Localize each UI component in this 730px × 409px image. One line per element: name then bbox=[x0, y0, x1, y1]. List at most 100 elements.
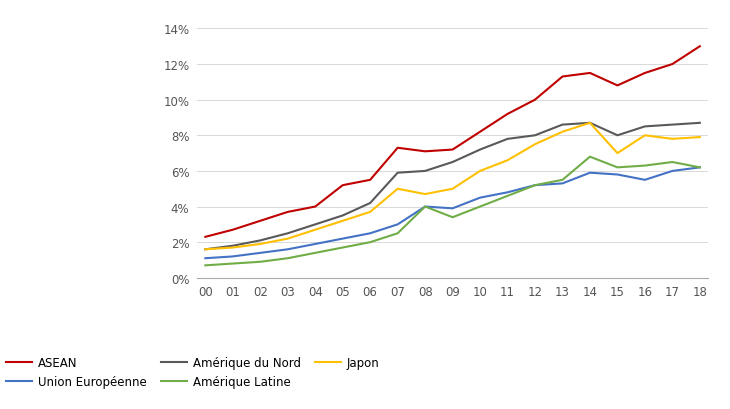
ASEAN bbox=[503, 112, 512, 117]
Amérique du Nord bbox=[283, 231, 292, 236]
Union Européenne bbox=[531, 183, 539, 188]
Amérique du Nord bbox=[640, 125, 649, 130]
Japon bbox=[476, 169, 485, 174]
Amérique Latine bbox=[640, 164, 649, 169]
Japon bbox=[311, 228, 320, 233]
ASEAN bbox=[283, 210, 292, 215]
ASEAN bbox=[668, 63, 677, 67]
Union Européenne bbox=[366, 231, 374, 236]
Line: Union Européenne: Union Européenne bbox=[205, 168, 700, 258]
Union Européenne bbox=[283, 247, 292, 252]
Amérique Latine bbox=[393, 231, 402, 236]
ASEAN bbox=[476, 130, 485, 135]
Union Européenne bbox=[228, 254, 237, 259]
Amérique du Nord bbox=[585, 121, 594, 126]
Japon bbox=[668, 137, 677, 142]
ASEAN bbox=[228, 228, 237, 233]
Amérique du Nord bbox=[420, 169, 429, 174]
ASEAN bbox=[448, 148, 457, 153]
Line: Amérique du Nord: Amérique du Nord bbox=[205, 124, 700, 249]
Union Européenne bbox=[476, 196, 485, 200]
Union Européenne bbox=[585, 171, 594, 176]
Union Européenne bbox=[311, 242, 320, 247]
Amérique du Nord bbox=[311, 222, 320, 227]
ASEAN bbox=[311, 204, 320, 209]
Japon bbox=[283, 236, 292, 241]
Japon bbox=[420, 192, 429, 197]
Amérique du Nord bbox=[448, 160, 457, 165]
ASEAN bbox=[558, 75, 567, 80]
ASEAN bbox=[366, 178, 374, 183]
Amérique Latine bbox=[503, 194, 512, 199]
Amérique Latine bbox=[256, 260, 265, 265]
ASEAN bbox=[420, 150, 429, 155]
Amérique Latine bbox=[668, 160, 677, 165]
Japon bbox=[640, 133, 649, 138]
Japon bbox=[585, 121, 594, 126]
Line: Amérique Latine: Amérique Latine bbox=[205, 157, 700, 266]
Japon bbox=[558, 130, 567, 135]
Amérique Latine bbox=[531, 183, 539, 188]
ASEAN bbox=[640, 71, 649, 76]
Amérique du Nord bbox=[668, 123, 677, 128]
Amérique du Nord bbox=[366, 201, 374, 206]
Japon bbox=[448, 187, 457, 192]
Union Européenne bbox=[696, 166, 704, 171]
Japon bbox=[201, 247, 210, 252]
Japon bbox=[531, 142, 539, 147]
Union Européenne bbox=[338, 236, 347, 241]
Amérique Latine bbox=[228, 261, 237, 266]
Amérique Latine bbox=[613, 166, 622, 171]
Amérique du Nord bbox=[338, 213, 347, 218]
Amérique Latine bbox=[420, 204, 429, 209]
Union Européenne bbox=[503, 190, 512, 195]
Amérique du Nord bbox=[531, 133, 539, 138]
Amérique du Nord bbox=[476, 148, 485, 153]
ASEAN bbox=[696, 45, 704, 49]
Amérique du Nord bbox=[228, 244, 237, 249]
Union Européenne bbox=[668, 169, 677, 174]
Japon bbox=[338, 219, 347, 224]
Amérique du Nord bbox=[696, 121, 704, 126]
Union Européenne bbox=[256, 251, 265, 256]
Union Européenne bbox=[558, 182, 567, 187]
Union Européenne bbox=[420, 204, 429, 209]
Amérique Latine bbox=[476, 204, 485, 209]
ASEAN bbox=[256, 219, 265, 224]
Japon bbox=[696, 135, 704, 140]
Japon bbox=[393, 187, 402, 192]
Amérique du Nord bbox=[503, 137, 512, 142]
Amérique Latine bbox=[696, 166, 704, 171]
Japon bbox=[366, 210, 374, 215]
ASEAN bbox=[531, 98, 539, 103]
Union Européenne bbox=[448, 207, 457, 211]
Japon bbox=[503, 158, 512, 163]
Amérique Latine bbox=[585, 155, 594, 160]
Amérique Latine bbox=[338, 245, 347, 250]
Line: ASEAN: ASEAN bbox=[205, 47, 700, 237]
Amérique Latine bbox=[283, 256, 292, 261]
Union Européenne bbox=[201, 256, 210, 261]
Amérique Latine bbox=[201, 263, 210, 268]
Japon bbox=[256, 242, 265, 247]
Amérique du Nord bbox=[201, 247, 210, 252]
Amérique Latine bbox=[311, 251, 320, 256]
Union Européenne bbox=[640, 178, 649, 183]
Amérique Latine bbox=[366, 240, 374, 245]
Amérique Latine bbox=[558, 178, 567, 183]
Japon bbox=[613, 151, 622, 156]
Line: Japon: Japon bbox=[205, 124, 700, 249]
Union Européenne bbox=[393, 222, 402, 227]
Amérique du Nord bbox=[613, 133, 622, 138]
Amérique du Nord bbox=[558, 123, 567, 128]
ASEAN bbox=[613, 84, 622, 89]
Amérique du Nord bbox=[256, 238, 265, 243]
ASEAN bbox=[585, 71, 594, 76]
Amérique Latine bbox=[448, 215, 457, 220]
Legend: ASEAN, Union Européenne, Amérique du Nord, Amérique Latine, Japon: ASEAN, Union Européenne, Amérique du Nor… bbox=[6, 356, 380, 388]
Japon bbox=[228, 245, 237, 250]
Union Européenne bbox=[613, 173, 622, 178]
Amérique du Nord bbox=[393, 171, 402, 176]
ASEAN bbox=[393, 146, 402, 151]
ASEAN bbox=[201, 235, 210, 240]
